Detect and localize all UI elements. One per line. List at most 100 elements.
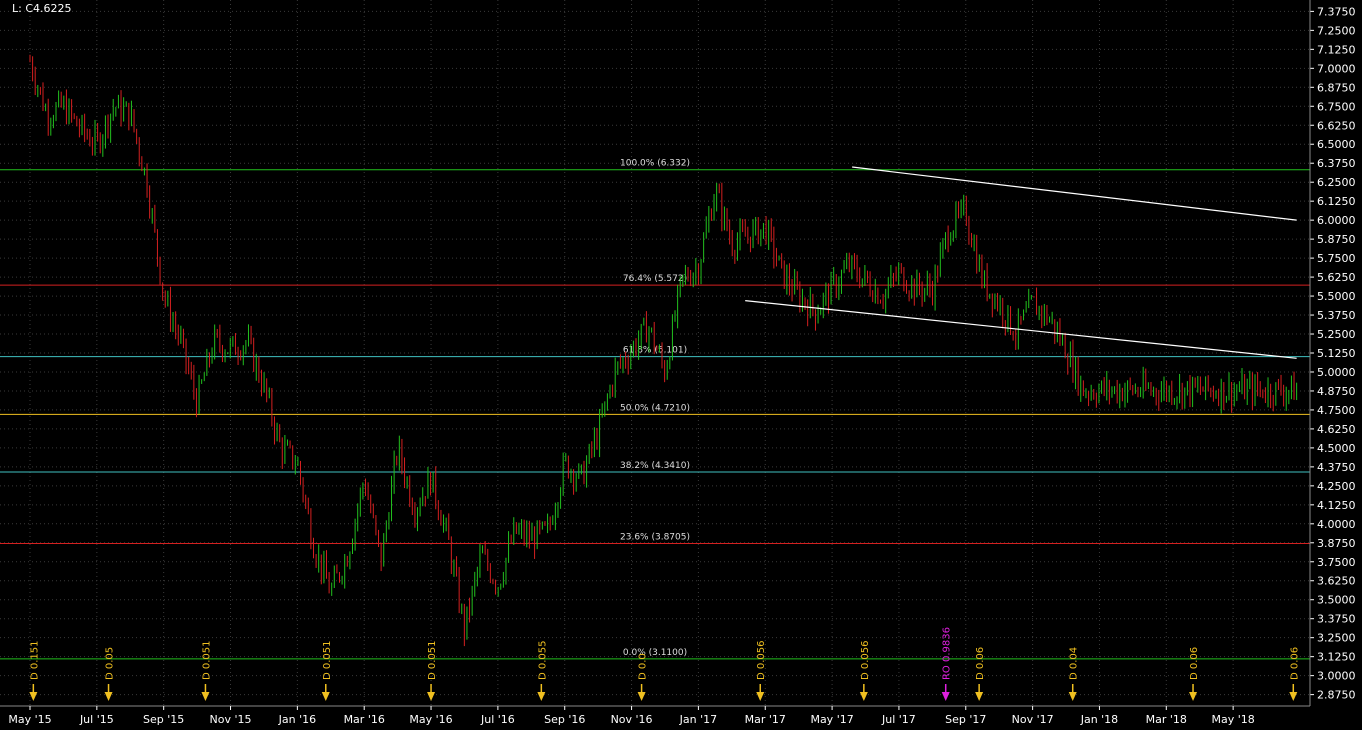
event-marker-arrow — [321, 692, 330, 701]
y-tick-label: 4.2500 — [1317, 480, 1356, 493]
fib-label: 76.4% (5.572) — [623, 274, 687, 284]
event-marker-arrow — [1189, 692, 1198, 701]
y-tick-label: 2.8750 — [1317, 689, 1356, 702]
x-tick-label: May '17 — [810, 713, 853, 726]
last-price-label: L: C4.6225 — [12, 2, 72, 15]
y-tick-label: 7.0000 — [1317, 62, 1356, 75]
event-label: D 0.06 — [1289, 647, 1300, 680]
y-tick-label: 7.2500 — [1317, 24, 1356, 37]
y-tick-label: 5.6250 — [1317, 271, 1356, 284]
fib-label: 23.6% (3.8705) — [620, 532, 690, 542]
x-tick-label: May '18 — [1212, 713, 1255, 726]
fib-label: 0.0% (3.1100) — [623, 648, 687, 658]
event-markers: D 0.151 D 0.05 D 0.051 D 0.051 D 0.051 D 0.05… — [29, 627, 1300, 701]
x-tick-label: Mar '18 — [1146, 713, 1187, 726]
event-marker-arrow — [1068, 692, 1077, 701]
y-tick-label: 4.8750 — [1317, 385, 1356, 398]
fibonacci-levels: 100.0% (6.332) 76.4% (5.572) 61.8% (5.101)… — [0, 159, 1310, 660]
y-tick-label: 7.3750 — [1317, 5, 1356, 18]
event-label: D 0.056 — [756, 640, 767, 680]
trendline — [745, 300, 1297, 359]
y-tick-label: 4.1250 — [1317, 499, 1356, 512]
event-label: D 0.151 — [29, 640, 40, 680]
trendlines — [745, 166, 1297, 359]
trendline — [852, 166, 1297, 221]
event-marker-arrow — [941, 692, 950, 701]
y-tick-label: 3.3750 — [1317, 613, 1356, 626]
event-label: D 0.051 — [322, 640, 333, 680]
x-tick-label: May '15 — [8, 713, 51, 726]
y-tick-label: 6.3750 — [1317, 157, 1356, 170]
event-marker-arrow — [29, 692, 38, 701]
y-tick-label: 5.3750 — [1317, 309, 1356, 322]
y-tick-label: 6.0000 — [1317, 214, 1356, 227]
event-marker-arrow — [975, 692, 984, 701]
event-label: D 0.05 — [105, 647, 116, 680]
x-tick-label: Nov '17 — [1012, 713, 1054, 726]
event-label: RO 0.9836 — [942, 627, 953, 680]
y-tick-label: 7.1250 — [1317, 43, 1356, 56]
x-tick-label: Mar '17 — [745, 713, 786, 726]
y-tick-label: 6.7500 — [1317, 100, 1356, 113]
x-tick-label: Sep '15 — [143, 713, 184, 726]
event-label: D 0.056 — [860, 640, 871, 680]
x-tick-label: Jul '16 — [480, 713, 515, 726]
y-tick-label: 3.2500 — [1317, 632, 1356, 645]
x-tick-label: Mar '16 — [344, 713, 385, 726]
event-marker-arrow — [859, 692, 868, 701]
event-marker-arrow — [427, 692, 436, 701]
x-tick-label: Jan '16 — [278, 713, 316, 726]
y-tick-label: 4.7500 — [1317, 404, 1356, 417]
x-tick-label: Jan '17 — [679, 713, 717, 726]
y-tick-label: 5.5000 — [1317, 290, 1356, 303]
y-tick-label: 6.2500 — [1317, 176, 1356, 189]
y-tick-label: 3.5000 — [1317, 594, 1356, 607]
event-marker-arrow — [201, 692, 210, 701]
y-tick-label: 4.0000 — [1317, 518, 1356, 531]
x-tick-label: Jan '18 — [1080, 713, 1118, 726]
x-tick-label: Jul '15 — [79, 713, 114, 726]
y-tick-label: 3.6250 — [1317, 575, 1356, 588]
event-label: D 0.06 — [1189, 647, 1200, 680]
y-tick-label: 3.7500 — [1317, 556, 1356, 569]
fib-label: 50.0% (4.7210) — [620, 403, 690, 413]
y-tick-label: 6.5000 — [1317, 138, 1356, 151]
y-tick-label: 6.1250 — [1317, 195, 1356, 208]
event-label: D 0.055 — [537, 640, 548, 680]
x-tick-label: Sep '16 — [544, 713, 585, 726]
event-marker-arrow — [637, 692, 646, 701]
event-marker-arrow — [537, 692, 546, 701]
event-label: D 0.051 — [427, 640, 438, 680]
y-tick-label: 5.0000 — [1317, 366, 1356, 379]
y-tick-label: 6.6250 — [1317, 119, 1356, 132]
y-tick-label: 3.0000 — [1317, 670, 1356, 683]
y-tick-label: 6.8750 — [1317, 81, 1356, 94]
y-tick-label: 5.7500 — [1317, 252, 1356, 265]
y-tick-label: 3.8750 — [1317, 537, 1356, 550]
y-tick-label: 4.5000 — [1317, 442, 1356, 455]
y-tick-label: 4.6250 — [1317, 423, 1356, 436]
event-label: D 0.04 — [1069, 647, 1080, 680]
event-label: D 0.051 — [201, 640, 212, 680]
x-tick-label: Nov '15 — [210, 713, 252, 726]
event-label: D 0.0 — [638, 653, 649, 680]
x-tick-label: Jul '17 — [881, 713, 916, 726]
event-marker-arrow — [1289, 692, 1298, 701]
x-tick-label: Sep '17 — [945, 713, 986, 726]
y-tick-label: 5.8750 — [1317, 233, 1356, 246]
x-tick-label: Nov '16 — [611, 713, 653, 726]
event-label: D 0.06 — [975, 647, 986, 680]
x-tick-label: May '16 — [409, 713, 452, 726]
y-tick-label: 4.3750 — [1317, 461, 1356, 474]
fib-label: 38.2% (4.3410) — [620, 461, 690, 471]
event-marker-arrow — [104, 692, 113, 701]
y-tick-label: 5.1250 — [1317, 347, 1356, 360]
event-marker-arrow — [756, 692, 765, 701]
fib-label: 100.0% (6.332) — [620, 159, 690, 169]
price-bars — [29, 54, 1298, 647]
y-tick-label: 5.2500 — [1317, 328, 1356, 341]
y-tick-label: 3.1250 — [1317, 651, 1356, 664]
fib-label: 61.8% (5.101) — [623, 346, 687, 356]
